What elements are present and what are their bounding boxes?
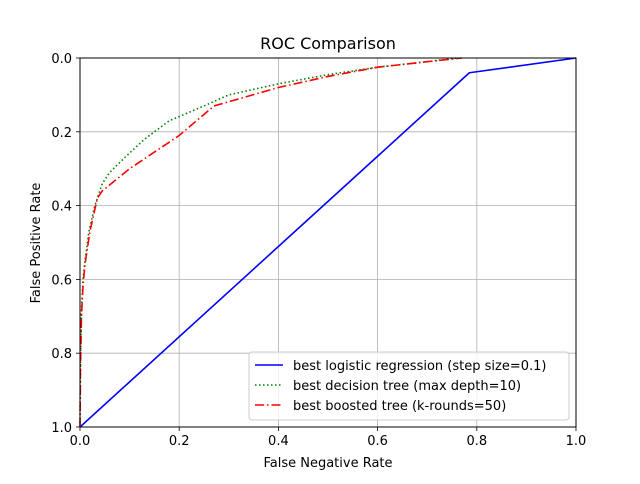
series-line-2: [79, 57, 458, 428]
x-tick-label: 1.0: [566, 434, 587, 449]
chart-title: ROC Comparison: [260, 34, 396, 53]
y-tick-label: 0.2: [51, 126, 72, 141]
legend-label-1: best logistic regression (step size=0.1): [293, 359, 546, 374]
x-tick-label: 0.8: [466, 434, 487, 449]
x-tick-label: 0.4: [268, 434, 289, 449]
y-tick-label: 1.0: [51, 421, 72, 436]
plot-frame: [79, 57, 577, 428]
x-tick-label: 0.6: [367, 434, 388, 449]
x-tick-label: 0.2: [169, 434, 190, 449]
x-axis-label: False Negative Rate: [263, 456, 392, 471]
x-tick-label: 0.0: [70, 434, 91, 449]
legend-box: [248, 351, 570, 421]
y-tick-label: 0.0: [51, 52, 72, 67]
y-tick-label: 0.8: [51, 347, 72, 362]
y-tick-label: 0.4: [51, 200, 72, 215]
y-tick-label: 0.6: [51, 273, 72, 288]
legend-label-2: best decision tree (max depth=10): [293, 379, 521, 394]
series-line-1: [79, 57, 577, 428]
series-layer: [79, 57, 577, 428]
legend-label-3: best boosted tree (k-rounds=50): [293, 399, 506, 414]
legend: best logistic regression (step size=0.1)…: [248, 351, 570, 421]
y-axis-label: False Positive Rate: [29, 183, 44, 304]
ticks: 0.0 0.2 0.4 0.6 0.8 1.00.00.20.40.60.81.0: [51, 52, 586, 449]
